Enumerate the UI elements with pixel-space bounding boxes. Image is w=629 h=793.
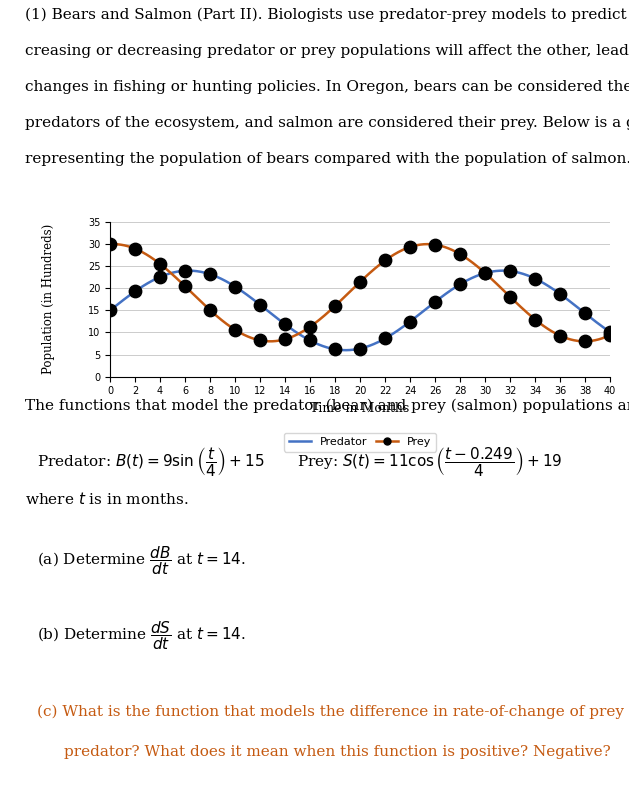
Point — [430, 239, 440, 251]
Point — [280, 333, 290, 346]
Point — [280, 318, 290, 331]
Point — [480, 266, 490, 279]
Point — [605, 329, 615, 342]
Point — [530, 313, 540, 326]
Text: predators of the ecosystem, and salmon are considered their prey. Below is a gra: predators of the ecosystem, and salmon a… — [25, 116, 629, 130]
Text: (c) What is the function that models the difference in rate-of-change of prey an: (c) What is the function that models the… — [37, 705, 629, 719]
Point — [105, 304, 115, 316]
X-axis label: Time in Months: Time in Months — [311, 402, 409, 415]
Point — [505, 265, 515, 278]
Text: predator? What does it mean when this function is positive? Negative?: predator? What does it mean when this fu… — [64, 745, 610, 759]
Legend: Predator, Prey: Predator, Prey — [284, 433, 436, 451]
Text: where $t$ is in months.: where $t$ is in months. — [25, 491, 189, 507]
Point — [105, 238, 115, 251]
Point — [155, 270, 165, 283]
Text: Prey: $S(t) = 11\cos\left(\dfrac{t - 0.249}{4}\right) + 19$: Prey: $S(t) = 11\cos\left(\dfrac{t - 0.2… — [297, 445, 563, 477]
Point — [330, 343, 340, 355]
Point — [455, 248, 465, 261]
Text: (a) Determine $\dfrac{dB}{dt}$ at $t = 14$.: (a) Determine $\dfrac{dB}{dt}$ at $t = 1… — [37, 545, 246, 577]
Text: representing the population of bears compared with the population of salmon.: representing the population of bears com… — [25, 152, 629, 166]
Point — [555, 288, 565, 301]
Point — [580, 335, 590, 347]
Point — [480, 266, 490, 279]
Point — [255, 298, 265, 311]
Point — [230, 280, 240, 293]
Point — [380, 254, 390, 266]
Point — [180, 264, 190, 277]
Point — [580, 307, 590, 320]
Point — [330, 300, 340, 312]
Point — [305, 320, 315, 333]
Point — [505, 290, 515, 303]
Point — [405, 240, 415, 253]
Point — [530, 272, 540, 285]
Point — [130, 243, 140, 255]
Point — [605, 326, 615, 339]
Point — [405, 315, 415, 328]
Point — [380, 332, 390, 345]
Point — [130, 285, 140, 297]
Point — [205, 268, 215, 281]
Point — [305, 334, 315, 347]
Text: changes in fishing or hunting policies. In Oregon, bears can be considered the a: changes in fishing or hunting policies. … — [25, 80, 629, 94]
Text: (b) Determine $\dfrac{dS}{dt}$ at $t = 14$.: (b) Determine $\dfrac{dS}{dt}$ at $t = 1… — [37, 619, 246, 652]
Text: creasing or decreasing predator or prey populations will affect the other, leadi: creasing or decreasing predator or prey … — [25, 44, 629, 58]
Point — [230, 324, 240, 336]
Y-axis label: Population (in Hundreds): Population (in Hundreds) — [42, 224, 55, 374]
Point — [180, 280, 190, 293]
Text: Predator: $B(t) = 9\sin\left(\dfrac{t}{4}\right) + 15$: Predator: $B(t) = 9\sin\left(\dfrac{t}{4… — [37, 445, 265, 477]
Point — [155, 258, 165, 270]
Point — [205, 304, 215, 316]
Point — [430, 296, 440, 308]
Text: The functions that model the predator (bear) and prey (salmon) populations are:: The functions that model the predator (b… — [25, 399, 629, 413]
Point — [355, 343, 365, 355]
Point — [355, 275, 365, 288]
Point — [455, 278, 465, 290]
Point — [255, 334, 265, 347]
Text: (1) Bears and Salmon (Part II). Biologists use predator-prey models to predict h: (1) Bears and Salmon (Part II). Biologis… — [25, 8, 629, 22]
Point — [555, 329, 565, 342]
